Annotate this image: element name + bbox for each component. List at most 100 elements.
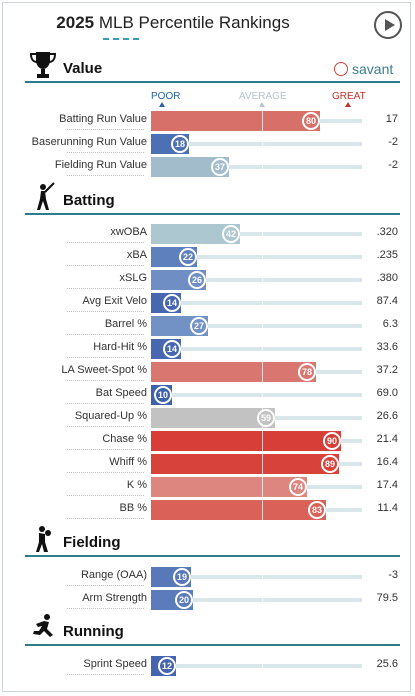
percentile-badge: 14 <box>163 294 181 312</box>
metric-value: 16.4 <box>376 456 398 468</box>
leader-line <box>67 495 144 496</box>
percentile-bar <box>151 224 240 244</box>
metric-value: 21.4 <box>376 433 398 445</box>
metric-value: 17 <box>385 113 398 125</box>
average-line <box>262 500 263 520</box>
metric-row[interactable]: xwOBA 42 .320 <box>3 222 412 245</box>
average-line <box>262 247 263 267</box>
metric-name: Bat Speed <box>95 387 147 399</box>
leader-line <box>67 311 144 312</box>
batter-icon <box>37 182 55 210</box>
savant-logo[interactable]: savant <box>334 61 393 77</box>
percentile-badge: 89 <box>321 455 339 473</box>
metric-row[interactable]: LA Sweet-Spot % 78 37.2 <box>3 360 412 383</box>
percentile-bar <box>151 111 320 131</box>
leader-line <box>67 152 144 153</box>
metric-row[interactable]: Whiff % 89 16.4 <box>3 452 412 475</box>
metric-name: LA Sweet-Spot % <box>61 364 147 376</box>
metric-row[interactable]: Arm Strength 20 79.5 <box>3 588 412 611</box>
leader-line <box>67 242 144 243</box>
leader-line <box>67 608 144 609</box>
percentile-badge: 90 <box>323 432 341 450</box>
metric-row[interactable]: xBA 22 .235 <box>3 245 412 268</box>
metric-value: 87.4 <box>376 295 398 307</box>
metric-row[interactable]: Batting Run Value 80 17 <box>3 109 412 132</box>
metric-row[interactable]: K % 74 17.4 <box>3 475 412 498</box>
metric-row[interactable]: xSLG 26 .380 <box>3 268 412 291</box>
metric-row[interactable]: Fielding Run Value 37 -2 <box>3 155 412 178</box>
percentile-badge: 26 <box>188 271 206 289</box>
average-line <box>262 157 263 177</box>
average-line <box>262 454 263 474</box>
brand-name: savant <box>352 61 394 77</box>
percentile-track <box>151 324 362 328</box>
leader-line <box>67 357 144 358</box>
metric-row[interactable]: Sprint Speed 12 25.6 <box>3 654 412 677</box>
average-line <box>262 431 263 451</box>
section-rule <box>25 644 400 646</box>
section-fielding: Fielding <box>3 525 412 557</box>
percentile-badge: 10 <box>154 386 172 404</box>
metric-value: 37.2 <box>376 364 398 376</box>
metric-row[interactable]: Squared-Up % 59 26.6 <box>3 406 412 429</box>
metric-value: .320 <box>376 226 398 238</box>
percentile-track <box>151 142 362 146</box>
section-batting: Batting <box>3 182 412 215</box>
metric-value: 6.3 <box>382 318 398 330</box>
leader-line <box>67 129 144 130</box>
percentile-track <box>151 393 362 397</box>
percentile-bar <box>151 157 229 177</box>
play-icon[interactable] <box>374 11 402 39</box>
metric-value: 26.6 <box>376 410 398 422</box>
leader-line <box>67 175 144 176</box>
percentile-badge: 22 <box>179 248 197 266</box>
section-title: Batting <box>63 192 115 209</box>
percentile-track <box>151 232 362 236</box>
section-title: Value <box>63 60 103 77</box>
metric-name: xBA <box>126 249 147 261</box>
metric-row[interactable]: BB % 83 11.4 <box>3 498 412 521</box>
metric-value: 25.6 <box>376 658 398 670</box>
metric-row[interactable]: Chase % 90 21.4 <box>3 429 412 452</box>
section-title: Fielding <box>63 534 121 551</box>
metric-value: -3 <box>388 569 398 581</box>
metric-name: Barrel % <box>104 318 147 330</box>
average-line <box>262 316 263 336</box>
average-line <box>262 656 263 676</box>
metric-value: -2 <box>388 159 398 171</box>
metric-value: 17.4 <box>376 479 398 491</box>
metric-row[interactable]: Bat Speed 10 69.0 <box>3 383 412 406</box>
percentile-bar <box>151 362 316 382</box>
metric-row[interactable]: Range (OAA) 19 -3 <box>3 565 412 588</box>
percentile-badge: 14 <box>163 340 181 358</box>
leader-line <box>67 380 144 381</box>
fielder-icon <box>36 526 51 552</box>
section-title: Running <box>63 623 124 640</box>
title-year: 2025 <box>56 13 95 32</box>
leader-line <box>67 518 144 519</box>
metric-value: 11.4 <box>377 502 398 514</box>
section-rule <box>25 555 400 557</box>
metric-value: 79.5 <box>376 592 398 604</box>
percentile-track <box>151 165 362 169</box>
metric-row[interactable]: Hard-Hit % 14 33.6 <box>3 337 412 360</box>
metric-row[interactable]: Barrel % 27 6.3 <box>3 314 412 337</box>
scale-poor-marker <box>159 102 165 107</box>
percentile-badge: 80 <box>302 112 320 130</box>
metric-row[interactable]: Avg Exit Velo 14 87.4 <box>3 291 412 314</box>
scale-average-marker <box>259 102 265 107</box>
metric-name: Batting Run Value <box>59 113 147 125</box>
percentile-bar <box>151 500 326 520</box>
metric-name: Chase % <box>102 433 147 445</box>
metric-name: BB % <box>119 502 147 514</box>
section-rule <box>25 81 400 83</box>
metric-value: .235 <box>376 249 398 261</box>
metric-row[interactable]: Baserunning Run Value 18 -2 <box>3 132 412 155</box>
average-line <box>262 385 263 405</box>
metric-name: xSLG <box>119 272 147 284</box>
metric-name: Sprint Speed <box>83 658 147 670</box>
average-line <box>262 477 263 497</box>
metric-value: 33.6 <box>376 341 398 353</box>
percentile-track <box>151 664 362 668</box>
percentile-bar <box>151 431 341 451</box>
